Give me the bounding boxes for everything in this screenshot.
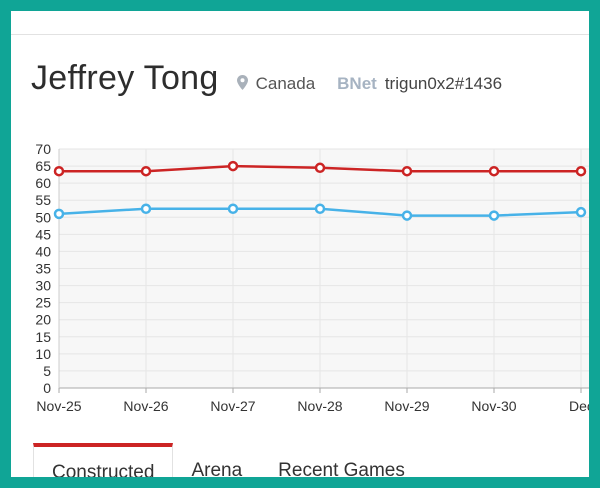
location-label: Canada (255, 74, 316, 93)
y-tick-label: 5 (43, 363, 51, 379)
y-tick-label: 20 (35, 312, 51, 328)
tab-constructed[interactable]: Constructed (33, 443, 174, 477)
y-tick-label: 30 (35, 278, 51, 294)
x-tick-label: Nov-29 (384, 398, 429, 414)
series-point (53, 165, 65, 177)
y-tick-label: 40 (35, 243, 51, 259)
tab-recent-games[interactable]: Recent Games (278, 460, 405, 477)
y-tick-label: 25 (35, 295, 51, 311)
player-location: Canada (236, 74, 316, 94)
series-point (314, 203, 326, 214)
player-name: Jeffrey Tong (31, 59, 219, 97)
x-tick-label: Nov-30 (471, 398, 516, 414)
header-divider (11, 34, 589, 35)
profile-header: Jeffrey Tong Canada BNet trigun0x2#1436 (31, 59, 502, 109)
map-pin-icon (236, 75, 248, 90)
y-tick-label: 55 (35, 192, 51, 208)
series-point (488, 165, 500, 177)
series-point (575, 165, 587, 177)
x-tick-label: Dec- (569, 398, 589, 414)
bnet-tag: trigun0x2#1436 (384, 74, 503, 93)
series-point (488, 210, 500, 221)
series-point (227, 203, 239, 214)
y-tick-label: 0 (43, 380, 51, 396)
mode-tabs: Constructed Arena Recent Games (33, 443, 423, 477)
y-tick-label: 50 (35, 209, 51, 225)
tab-arena[interactable]: Arena (191, 460, 243, 477)
bnet-label: BNet (337, 74, 377, 93)
y-tick-label: 10 (35, 346, 51, 362)
y-tick-label: 65 (35, 158, 51, 174)
series-point (227, 160, 239, 172)
y-tick-label: 45 (35, 226, 51, 242)
series-point (53, 208, 65, 220)
y-tick-label: 15 (35, 329, 51, 345)
y-tick-label: 35 (35, 261, 51, 277)
series-point (401, 210, 413, 221)
x-tick-label: Nov-27 (210, 398, 255, 414)
page-frame: Jeffrey Tong Canada BNet trigun0x2#1436 … (11, 11, 589, 477)
series-point (140, 165, 152, 177)
series-point (401, 165, 413, 177)
series-point (140, 203, 152, 214)
x-tick-label: Nov-25 (36, 398, 81, 414)
series-point (575, 206, 587, 218)
series-point (314, 162, 326, 174)
x-tick-label: Nov-26 (123, 398, 168, 414)
y-tick-label: 60 (35, 175, 51, 191)
y-tick-label: 70 (35, 141, 51, 157)
x-tick-label: Nov-28 (297, 398, 342, 414)
